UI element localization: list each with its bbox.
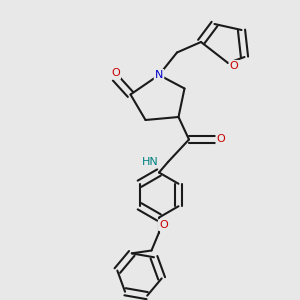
Text: N: N [155,70,163,80]
Text: O: O [217,134,226,145]
Text: O: O [230,61,238,71]
Text: O: O [111,68,120,79]
Text: O: O [159,220,168,230]
Text: HN: HN [142,157,158,167]
